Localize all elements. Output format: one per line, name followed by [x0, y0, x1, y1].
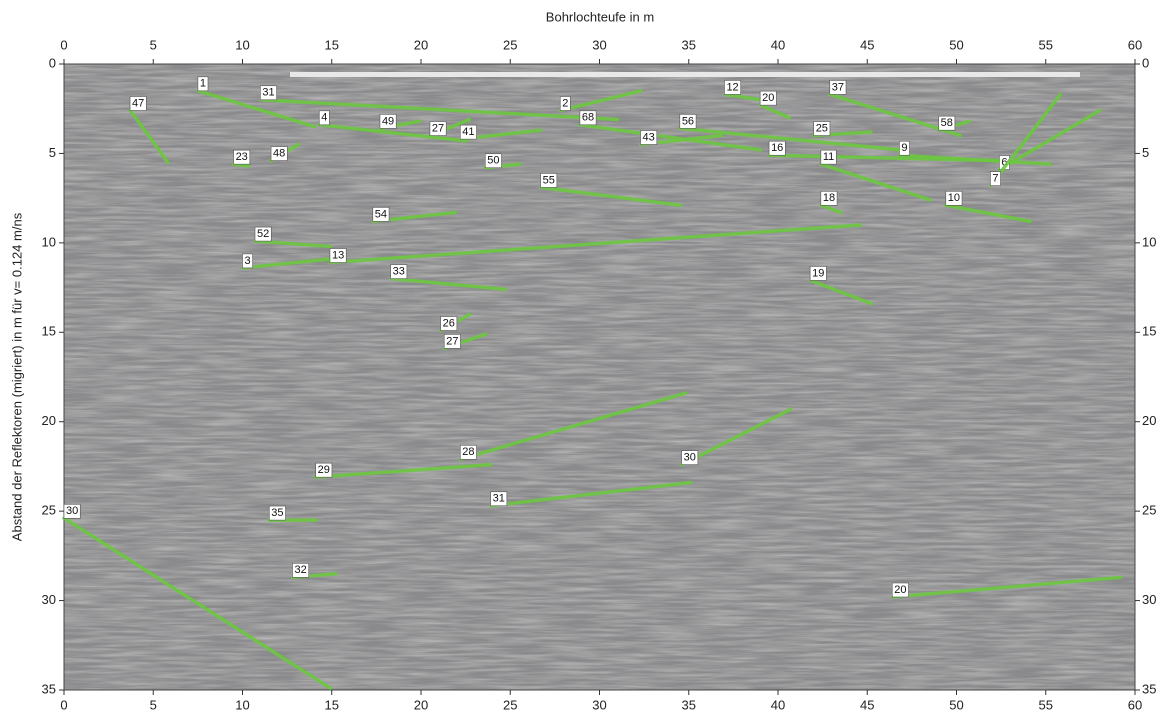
reflector-label: 30	[684, 452, 696, 464]
reflector-label: 12	[726, 81, 738, 93]
x-axis-title: Bohrlochteufe in m	[546, 9, 654, 24]
reflector-label: 25	[816, 122, 828, 134]
y-tick-label: 20	[1142, 413, 1156, 428]
reflector-label: 48	[273, 147, 285, 159]
x-tick-label: 20	[414, 697, 428, 712]
reflector-label: 7	[992, 173, 998, 185]
x-tick-label: 20	[414, 37, 428, 52]
reflector-label: 3	[245, 255, 251, 267]
reflector-label: 26	[443, 317, 455, 329]
x-tick-label: 50	[949, 37, 963, 52]
y-tick-label: 5	[1142, 145, 1149, 160]
x-tick-label: 35	[682, 37, 696, 52]
reflector-label: 10	[948, 192, 960, 204]
x-tick-label: 10	[235, 37, 249, 52]
x-tick-label: 55	[1039, 37, 1053, 52]
chart: Bohrlochteufe in m Abstand der Reflektor…	[0, 0, 1172, 718]
x-tick-label: 40	[771, 697, 785, 712]
y-tick-label: 10	[42, 234, 56, 249]
reflector-label: 33	[393, 266, 405, 278]
y-tick-label: 25	[42, 503, 56, 518]
x-tick-label: 30	[592, 37, 606, 52]
reflector-label: 68	[582, 112, 594, 124]
reflector-label: 56	[682, 115, 694, 127]
reflector-label: 13	[332, 249, 344, 261]
x-tick-label: 50	[949, 697, 963, 712]
x-tick-label: 25	[503, 697, 517, 712]
x-tick-label: 5	[150, 37, 157, 52]
reflector-label: 9	[901, 142, 907, 154]
x-tick-label: 15	[325, 697, 339, 712]
reflector-label: 27	[446, 335, 458, 347]
reflector-label: 27	[432, 122, 444, 134]
x-tick-label: 55	[1039, 697, 1053, 712]
reflector-label: 55	[543, 174, 555, 186]
reflector-label: 1	[200, 78, 206, 90]
x-tick-label: 45	[860, 37, 874, 52]
reflector-label: 31	[262, 87, 274, 99]
reflector-label: 41	[462, 126, 474, 138]
x-tick-label: 45	[860, 697, 874, 712]
y-tick-label: 35	[1142, 681, 1156, 696]
y-tick-label: 0	[49, 55, 56, 70]
reflector-label: 29	[318, 464, 330, 476]
surface-reflection	[290, 72, 1080, 77]
x-tick-label: 30	[592, 697, 606, 712]
radargram-texture	[64, 64, 1135, 690]
x-tick-label: 15	[325, 37, 339, 52]
x-tick-label: 10	[235, 697, 249, 712]
reflector-label: 20	[894, 584, 906, 596]
reflector-label: 47	[132, 97, 144, 109]
y-tick-label: 15	[1142, 324, 1156, 339]
y-tick-label: 10	[1142, 234, 1156, 249]
y-tick-label: 5	[49, 145, 56, 160]
reflector-label: 49	[382, 115, 394, 127]
y-tick-label: 30	[1142, 592, 1156, 607]
reflector-label: 11	[823, 151, 834, 163]
reflector-label: 2	[562, 97, 568, 109]
reflector-label: 35	[271, 507, 283, 519]
x-tick-label: 60	[1128, 37, 1142, 52]
reflector-label: 32	[294, 564, 306, 576]
y-tick-label: 30	[42, 592, 56, 607]
reflector-label: 54	[375, 208, 387, 220]
reflector-label: 16	[771, 142, 783, 154]
x-tick-label: 35	[682, 697, 696, 712]
y-tick-label: 0	[1142, 55, 1149, 70]
y-tick-label: 35	[42, 681, 56, 696]
y-tick-label: 20	[42, 413, 56, 428]
y-axis-title: Abstand der Reflektoren (migriert) in m …	[9, 212, 24, 541]
reflector-label: 20	[762, 92, 774, 104]
reflector-label: 4	[321, 112, 327, 124]
reflector-label: 58	[941, 117, 953, 129]
reflector-label: 52	[257, 228, 269, 240]
reflector-label: 50	[487, 155, 499, 167]
x-tick-label: 0	[60, 37, 67, 52]
reflector-label: 28	[462, 446, 474, 458]
reflector-label: 19	[812, 267, 824, 279]
y-tick-label: 25	[1142, 503, 1156, 518]
reflector-label: 43	[643, 131, 655, 143]
x-tick-label: 60	[1128, 697, 1142, 712]
x-tick-label: 40	[771, 37, 785, 52]
reflector-label: 23	[236, 151, 248, 163]
x-tick-label: 5	[150, 697, 157, 712]
reflector-label: 31	[493, 493, 505, 505]
x-tick-label: 0	[60, 697, 67, 712]
reflector-label: 18	[823, 192, 835, 204]
y-tick-label: 15	[42, 324, 56, 339]
reflector-label: 30	[66, 505, 78, 517]
x-tick-label: 25	[503, 37, 517, 52]
reflector-label: 37	[832, 81, 844, 93]
